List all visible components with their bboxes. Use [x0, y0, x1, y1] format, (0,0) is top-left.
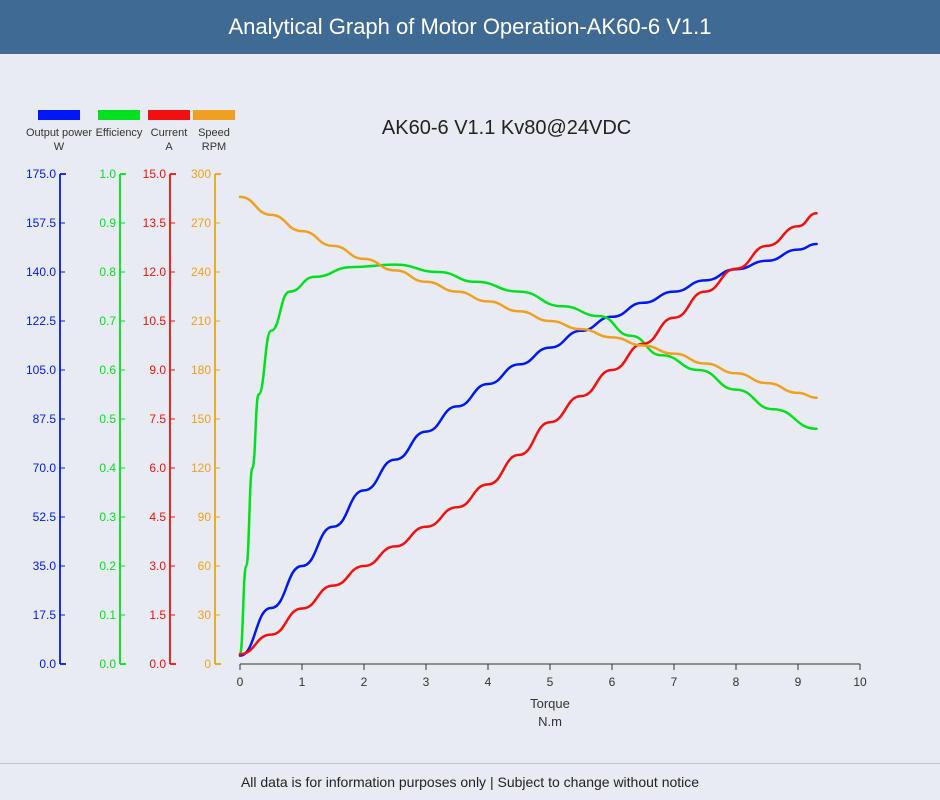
- y-tick-label: 6.0: [149, 461, 166, 475]
- legend-swatch-output_power: [38, 110, 80, 120]
- y-tick-label: 7.5: [149, 412, 166, 426]
- x-tick-label: 1: [299, 675, 306, 689]
- y-tick-label: 0: [204, 657, 211, 671]
- y-tick-label: 60: [198, 559, 212, 573]
- y-tick-label: 210: [191, 314, 211, 328]
- y-tick-label: 4.5: [149, 510, 166, 524]
- y-tick-label: 35.0: [33, 559, 57, 573]
- x-tick-label: 2: [361, 675, 368, 689]
- x-tick-label: 0: [237, 675, 244, 689]
- y-tick-label: 180: [191, 363, 211, 377]
- y-tick-label: 10.5: [143, 314, 167, 328]
- y-tick-label: 0.3: [99, 510, 116, 524]
- y-tick-label: 70.0: [33, 461, 57, 475]
- y-tick-label: 1.5: [149, 608, 166, 622]
- footer-text: All data is for information purposes onl…: [241, 774, 699, 790]
- series-speed: [240, 197, 817, 398]
- y-tick-label: 0.0: [99, 657, 116, 671]
- y-tick-label: 12.0: [143, 265, 167, 279]
- y-tick-label: 0.2: [99, 559, 116, 573]
- x-axis-unit: N.m: [538, 714, 562, 729]
- x-tick-label: 6: [609, 675, 616, 689]
- page-title: Analytical Graph of Motor Operation-AK60…: [228, 14, 711, 40]
- page-footer: All data is for information purposes onl…: [0, 763, 940, 800]
- motor-chart: AK60-6 V1.1 Kv80@24VDC 0 1 2 3 4 5 6 7 8 9 10 Torque…: [0, 54, 940, 754]
- y-tick-label: 150: [191, 412, 211, 426]
- legend-unit-current: A: [165, 141, 173, 153]
- x-tick-label: 10: [853, 675, 867, 689]
- y-tick-label: 157.5: [26, 216, 56, 230]
- y-tick-label: 13.5: [143, 216, 167, 230]
- y-tick-label: 175.0: [26, 167, 56, 181]
- legend-swatch-speed: [193, 110, 235, 120]
- x-axis-label: Torque: [530, 696, 570, 711]
- y-tick-label: 3.0: [149, 559, 166, 573]
- y-tick-label: 90: [198, 510, 212, 524]
- y-tick-label: 30: [198, 608, 212, 622]
- y-tick-label: 52.5: [33, 510, 57, 524]
- y-tick-label: 270: [191, 216, 211, 230]
- series-efficiency: [240, 265, 817, 655]
- y-tick-label: 9.0: [149, 363, 166, 377]
- y-tick-label: 0.1: [99, 608, 116, 622]
- y-tick-label: 0.7: [99, 314, 116, 328]
- y-tick-label: 0.0: [149, 657, 166, 671]
- legend-label-output_power: Output power: [26, 127, 92, 139]
- y-tick-label: 0.4: [99, 461, 116, 475]
- y-tick-label: 120: [191, 461, 211, 475]
- y-tick-label: 0.5: [99, 412, 116, 426]
- y-tick-label: 87.5: [33, 412, 57, 426]
- x-tick-label: 5: [547, 675, 554, 689]
- legend-unit-speed: RPM: [202, 141, 226, 153]
- x-tick-label: 4: [485, 675, 492, 689]
- x-tick-label: 7: [671, 675, 678, 689]
- legend-label-speed: Speed: [198, 127, 230, 139]
- page-header: Analytical Graph of Motor Operation-AK60…: [0, 0, 940, 54]
- legend-swatch-current: [148, 110, 190, 120]
- y-tick-label: 240: [191, 265, 211, 279]
- legend-swatch-efficiency: [98, 110, 140, 120]
- legend-label-current: Current: [151, 127, 188, 139]
- x-tick-label: 8: [733, 675, 740, 689]
- y-tick-label: 15.0: [143, 167, 167, 181]
- y-tick-label: 0.8: [99, 265, 116, 279]
- y-tick-label: 140.0: [26, 265, 56, 279]
- y-tick-label: 17.5: [33, 608, 57, 622]
- x-tick-label: 9: [795, 675, 802, 689]
- x-tick-label: 3: [423, 675, 430, 689]
- legend-unit-output_power: W: [54, 141, 65, 153]
- y-tick-label: 0.9: [99, 216, 116, 230]
- y-tick-label: 0.6: [99, 363, 116, 377]
- y-tick-label: 300: [191, 167, 211, 181]
- legend-label-efficiency: Efficiency: [96, 127, 143, 139]
- chart-subtitle: AK60-6 V1.1 Kv80@24VDC: [382, 117, 631, 139]
- y-tick-label: 0.0: [39, 657, 56, 671]
- y-tick-label: 122.5: [26, 314, 56, 328]
- y-tick-label: 105.0: [26, 363, 56, 377]
- y-tick-label: 1.0: [99, 167, 116, 181]
- series-current: [240, 213, 817, 654]
